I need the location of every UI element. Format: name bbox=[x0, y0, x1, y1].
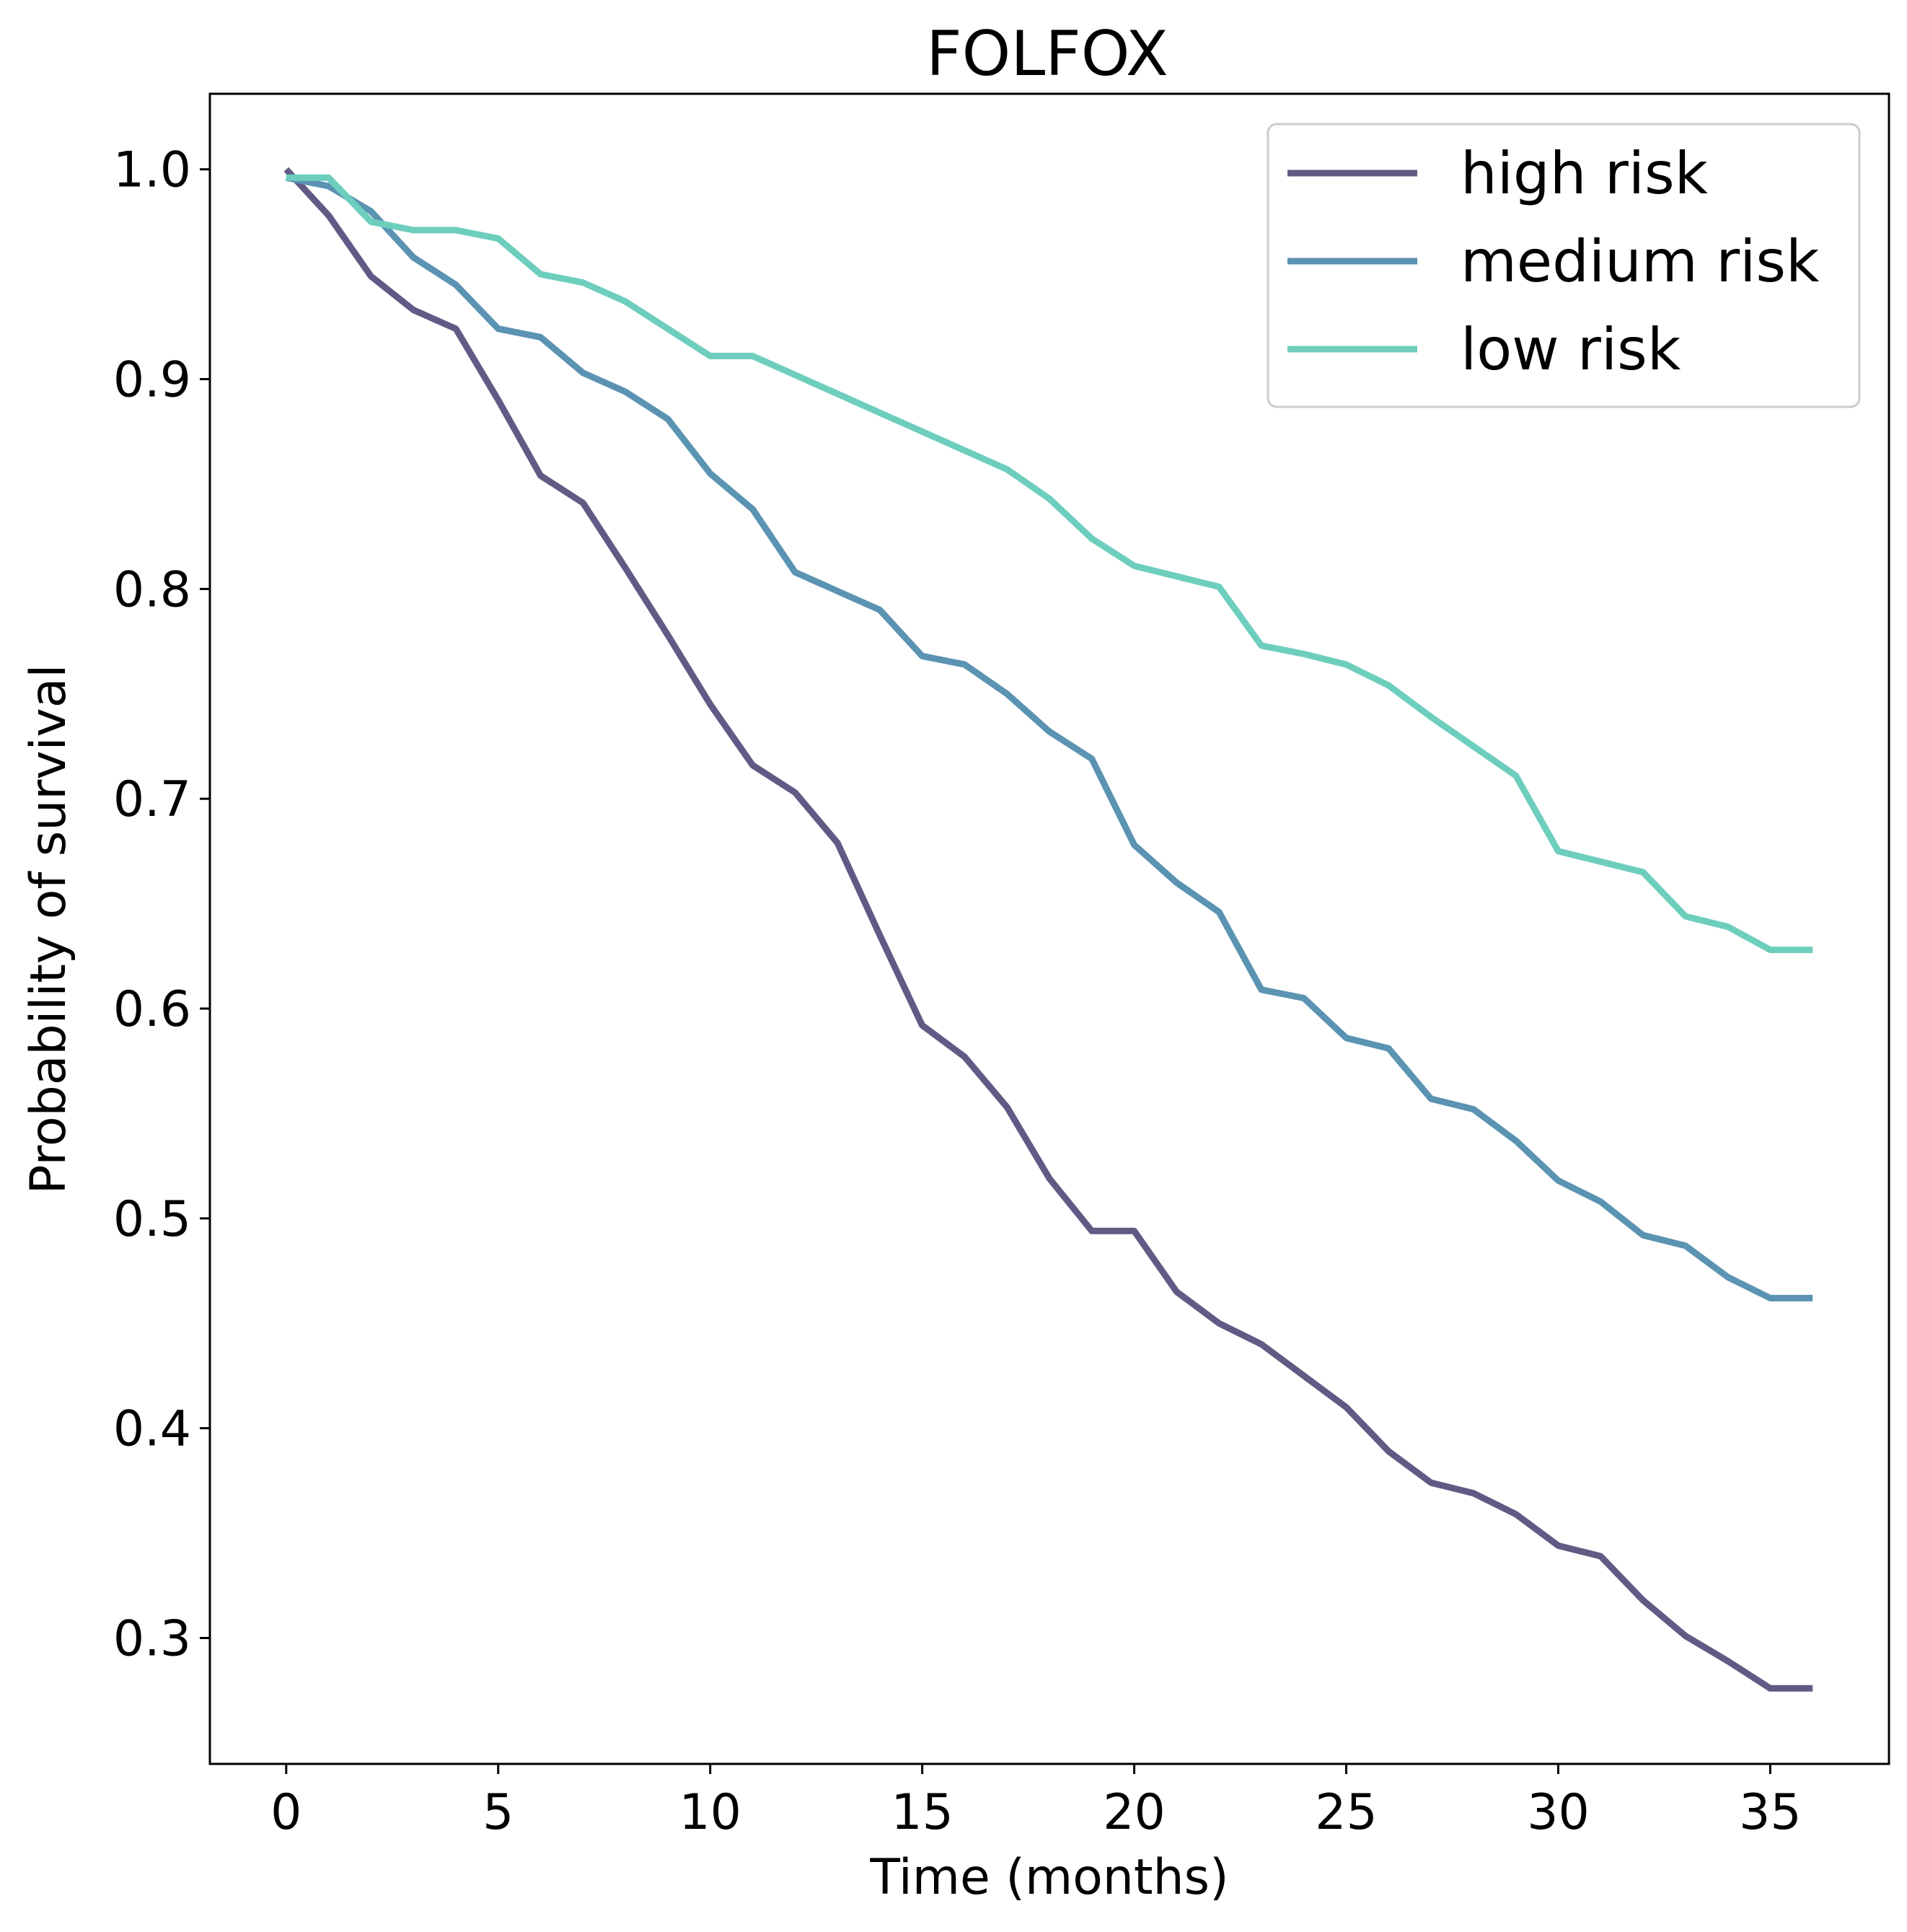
plot-area bbox=[283, 167, 1813, 1692]
y-tick-label: 0.8 bbox=[113, 561, 191, 618]
x-tick-label: 20 bbox=[1103, 1784, 1166, 1841]
x-tick-label: 15 bbox=[891, 1784, 954, 1841]
legend: high risk medium risk low risk bbox=[1267, 123, 1861, 408]
y-tick-label: 0.7 bbox=[113, 771, 191, 828]
x-axis-ticks: 0 5 10 15 20 25 30 35 bbox=[270, 1764, 1802, 1841]
legend-label-2: low risk bbox=[1461, 316, 1681, 383]
chart-title: FOLFOX bbox=[926, 18, 1168, 90]
y-tick-label: 0.3 bbox=[113, 1611, 191, 1668]
x-tick-label: 10 bbox=[679, 1784, 741, 1841]
plot-frame bbox=[208, 92, 1890, 1765]
legend-label-1: medium risk bbox=[1461, 228, 1820, 295]
y-tick-label: 0.9 bbox=[113, 352, 191, 409]
y-tick-label: 0.6 bbox=[113, 981, 191, 1038]
series-line-1 bbox=[285, 174, 1813, 1301]
legend-label-0: high risk bbox=[1461, 140, 1709, 207]
y-tick-label: 0.5 bbox=[113, 1191, 191, 1248]
y-axis-ticks: 0.3 0.4 0.5 0.6 0.7 0.8 0.9 1.0 bbox=[113, 142, 210, 1668]
x-tick-label: 25 bbox=[1315, 1784, 1378, 1841]
x-tick-label: 5 bbox=[483, 1784, 514, 1841]
x-tick-label: 30 bbox=[1527, 1784, 1590, 1841]
y-tick-label: 0.4 bbox=[113, 1401, 191, 1458]
legend-box bbox=[1267, 123, 1861, 408]
x-tick-label: 0 bbox=[270, 1784, 301, 1841]
y-axis-label: Probability of survival bbox=[20, 664, 77, 1195]
y-tick-label: 1.0 bbox=[113, 142, 191, 199]
x-axis-label: Time (months) bbox=[869, 1849, 1228, 1906]
series-line-0 bbox=[283, 167, 1813, 1692]
series-line-2 bbox=[286, 174, 1813, 954]
x-tick-label: 35 bbox=[1739, 1784, 1802, 1841]
